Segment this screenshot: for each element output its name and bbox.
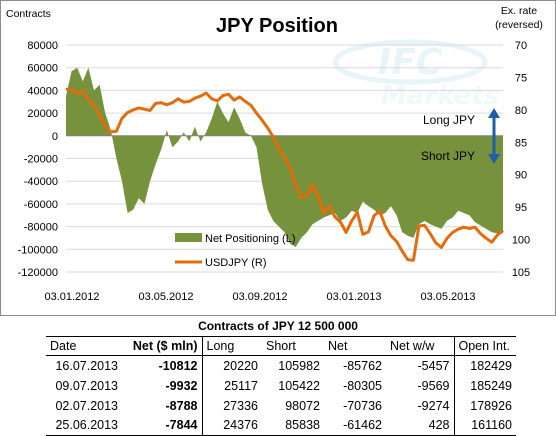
left-axis-ticks: 80000 60000 40000 20000 0 -20000 -40000 -60000 -… [18,40,58,279]
cell-net: -80305 [343,378,382,393]
cell-net-usd: -8788 [165,398,198,413]
right-tick-label: 80 [515,105,527,117]
x-tick-label: 03.01.2013 [326,291,381,303]
right-tick-label: 105 [512,267,530,279]
left-tick-label: -60000 [24,199,58,211]
cell-net-usd: -10812 [158,358,198,373]
chart: IFC Markets JPY Position Contracts Ex. r… [0,0,556,316]
col-header-net-ww: Net w/w [386,336,454,356]
cell-net-ww: -9274 [417,398,450,413]
left-tick-label: 40000 [27,85,58,97]
cell-net-ww: -9569 [417,378,450,393]
right-axis-ticks: 70 75 80 85 90 95 100 105 [512,40,530,279]
right-tick-label: 70 [515,40,527,52]
right-tick-label: 100 [512,235,530,247]
long-jpy-label: Long JPY [423,113,475,127]
cell-date: 09.07.2013 [55,378,118,393]
legend: Net Positioning (L) USDJPY (R) [175,233,296,269]
usdjpy-line [65,87,504,262]
cell-date: 16.07.2013 [55,358,118,373]
cell-short: 85838 [262,415,324,436]
x-tick-label: 03.01.2012 [44,291,99,303]
left-tick-label: -40000 [24,176,58,188]
x-tick-label: 03.05.2012 [138,291,193,303]
positions-table: Date Net ($ mln) Long Short Net Net w/w … [46,336,516,436]
legend-swatch-area [175,233,202,242]
cell-open-int: 178926 [453,395,516,416]
watermark-logo: IFC Markets [332,39,499,111]
left-tick-label: -100000 [18,244,58,256]
col-header-date: Date [46,336,120,356]
right-axis-title-line1: Ex. rate [501,5,537,17]
legend-label-line: USDJPY (R) [205,257,267,269]
cell-net: -61462 [324,415,386,436]
cell-long: 20220 [201,355,262,376]
legend-label-area: Net Positioning (L) [205,233,296,245]
left-tick-label: -80000 [24,222,58,234]
chart-title: JPY Position [216,15,338,37]
table-row: 09.07.2013 -9932 25117 105422 -80305 -95… [46,375,516,396]
cell-open-int: 185249 [453,375,516,396]
right-tick-label: 95 [515,202,527,214]
col-header-long: Long [201,336,262,356]
col-header-net: Net [324,336,386,356]
left-tick-label: 60000 [27,63,58,75]
left-axis-title: Contracts [6,8,51,20]
long-short-arrow [488,108,500,164]
cell-date: 25.06.2013 [46,415,120,436]
cell-net-ww: -5457 [417,358,450,373]
col-header-net-usd: Net ($ mln) [120,336,202,356]
cell-net-usd: -7844 [120,415,202,436]
table-row: 02.07.2013 -8788 27336 98072 -70736 -927… [46,395,516,416]
cell-short: 105982 [278,358,320,373]
right-tick-label: 75 [515,72,527,84]
cell-net: -85762 [343,358,382,373]
cell-long: 24376 [201,415,262,436]
col-header-open-int: Open Int. [453,336,516,356]
right-axis-title-line2: (reversed) [495,19,543,31]
cell-short: 98072 [285,398,320,413]
watermark-sub-text: Markets [381,81,499,111]
table-title: Contracts of JPY 12 500 000 [198,319,358,333]
left-tick-label: 0 [52,131,58,143]
table-row: 25.06.2013 -7844 24376 85838 -61462 428 … [46,415,516,436]
short-jpy-label: Short JPY [421,149,475,163]
cell-open-int: 182429 [453,355,516,376]
cell-date: 02.07.2013 [55,398,118,413]
left-tick-label: -120000 [18,267,58,279]
watermark-logo-text: IFC [378,42,443,83]
table-row: 16.07.2013 -10812 20220 105982 -85762 -5… [46,355,516,376]
cell-net-usd: -9932 [165,378,198,393]
cell-net: -70736 [343,398,382,413]
left-tick-label: -20000 [24,154,58,166]
chart-panel: IFC Markets JPY Position Contracts Ex. r… [0,0,556,316]
col-header-short: Short [262,336,324,356]
usdjpy-line-layer [65,87,504,262]
x-tick-label: 03.09.2012 [232,291,287,303]
cell-long: 25117 [201,375,262,396]
cell-net-ww: 428 [386,415,454,436]
left-tick-label: 80000 [27,40,58,52]
table-header-row: Date Net ($ mln) Long Short Net Net w/w … [46,336,516,356]
x-axis-ticks: 03.01.2012 03.05.2012 03.09.2012 03.01.2013… [44,291,475,303]
cell-open-int: 161160 [453,415,516,436]
x-tick-label: 03.05.2013 [420,291,475,303]
right-tick-label: 85 [515,137,527,149]
cell-short: 105422 [278,378,320,393]
left-tick-label: 20000 [27,108,58,120]
right-tick-label: 90 [515,170,527,182]
cell-long: 27336 [201,395,262,416]
